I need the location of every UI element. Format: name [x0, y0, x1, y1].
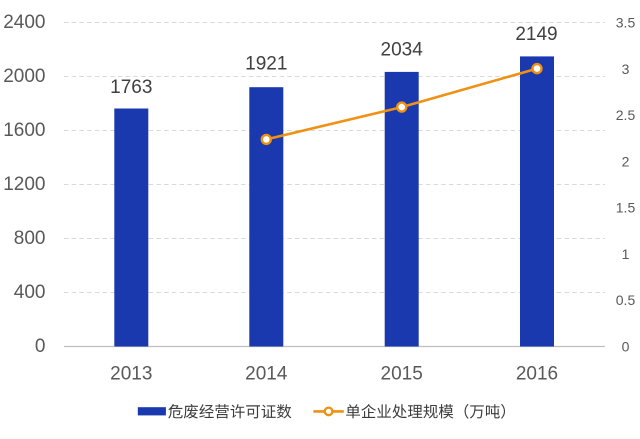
svg-text:2: 2 — [622, 153, 630, 169]
svg-text:0: 0 — [622, 339, 630, 355]
svg-text:2400: 2400 — [3, 12, 45, 33]
svg-text:2034: 2034 — [381, 40, 424, 61]
svg-text:1763: 1763 — [110, 77, 152, 98]
svg-text:1: 1 — [622, 246, 630, 262]
svg-text:2015: 2015 — [381, 364, 423, 385]
svg-text:800: 800 — [14, 228, 46, 249]
svg-text:400: 400 — [14, 282, 46, 303]
svg-text:2013: 2013 — [110, 364, 152, 385]
svg-text:2014: 2014 — [245, 364, 288, 385]
svg-text:2149: 2149 — [515, 24, 557, 45]
svg-text:1200: 1200 — [3, 174, 45, 195]
svg-text:2000: 2000 — [3, 66, 45, 87]
svg-text:3: 3 — [622, 61, 630, 77]
svg-text:1600: 1600 — [3, 120, 45, 141]
svg-text:3.5: 3.5 — [616, 15, 636, 31]
svg-text:2.5: 2.5 — [616, 107, 636, 123]
svg-text:1921: 1921 — [245, 54, 287, 75]
svg-text:2016: 2016 — [516, 364, 558, 385]
svg-text:0.5: 0.5 — [616, 292, 636, 308]
svg-text:1.5: 1.5 — [616, 200, 636, 216]
svg-text:0: 0 — [35, 336, 46, 357]
